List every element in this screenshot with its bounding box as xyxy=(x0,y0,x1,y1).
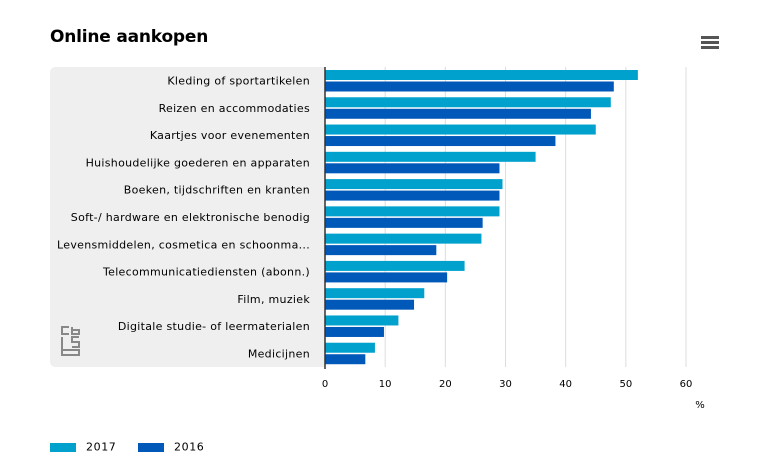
category-label: Digitale studie- of leermaterialen xyxy=(118,320,310,333)
legend-label-2016: 2016 xyxy=(174,440,205,454)
category-label-panel xyxy=(50,67,325,367)
category-label: Reizen en accommodaties xyxy=(159,102,310,115)
bar-2016[interactable] xyxy=(325,108,591,119)
x-tick-label: 0 xyxy=(322,379,328,390)
bar-2016[interactable] xyxy=(325,245,437,256)
category-label: Telecommunicatiediensten (abonn.) xyxy=(102,266,310,279)
legend-item-2017[interactable]: 2017 xyxy=(50,440,116,454)
x-unit-label: % xyxy=(695,400,705,411)
bar-2016[interactable] xyxy=(325,163,500,174)
category-label: Kleding of sportartikelen xyxy=(167,75,310,88)
bar-2017[interactable] xyxy=(325,97,611,108)
x-tick-label: 20 xyxy=(439,379,452,390)
category-label: Medicijnen xyxy=(248,347,310,360)
category-label: Levensmiddelen, cosmetica en schoonma... xyxy=(57,238,310,251)
legend-swatch-2017 xyxy=(50,442,76,452)
bar-2017[interactable] xyxy=(325,260,465,271)
bar-2016[interactable] xyxy=(325,81,614,92)
category-label: Huishoudelijke goederen en apparaten xyxy=(86,156,310,169)
bar-2016[interactable] xyxy=(325,326,384,337)
x-tick-label: 60 xyxy=(680,379,693,390)
cbs-logo-icon xyxy=(61,326,80,356)
bar-2017[interactable] xyxy=(325,342,375,353)
x-tick-label: 10 xyxy=(379,379,392,390)
category-label: Film, muziek xyxy=(237,293,310,306)
category-label: Boeken, tijdschriften en kranten xyxy=(124,184,310,197)
bar-2017[interactable] xyxy=(325,179,503,190)
bar-2017[interactable] xyxy=(325,206,500,217)
bar-2017[interactable] xyxy=(325,233,482,244)
legend-swatch-2016 xyxy=(138,442,164,452)
bar-2016[interactable] xyxy=(325,190,500,201)
bar-2016[interactable] xyxy=(325,354,366,365)
bar-2017[interactable] xyxy=(325,151,536,162)
x-tick-label: 50 xyxy=(619,379,632,390)
category-label: Kaartjes voor evenementen xyxy=(150,129,310,142)
bar-2016[interactable] xyxy=(325,272,448,283)
category-label: Soft-/ hardware en elektronische benodig xyxy=(71,211,310,224)
bar-2016[interactable] xyxy=(325,299,415,310)
bar-2016[interactable] xyxy=(325,217,483,228)
legend-item-2016[interactable]: 2016 xyxy=(138,440,204,454)
bar-2017[interactable] xyxy=(325,288,425,299)
chart-title: Online aankopen xyxy=(50,27,209,47)
bar-2017[interactable] xyxy=(325,315,399,326)
bar-2017[interactable] xyxy=(325,70,638,80)
legend-label-2017: 2017 xyxy=(86,440,117,454)
bar-2017[interactable] xyxy=(325,124,596,135)
hamburger-menu-icon[interactable] xyxy=(701,36,719,50)
x-tick-label: 40 xyxy=(559,379,572,390)
x-tick-label: 30 xyxy=(499,379,512,390)
bar-2016[interactable] xyxy=(325,136,556,147)
